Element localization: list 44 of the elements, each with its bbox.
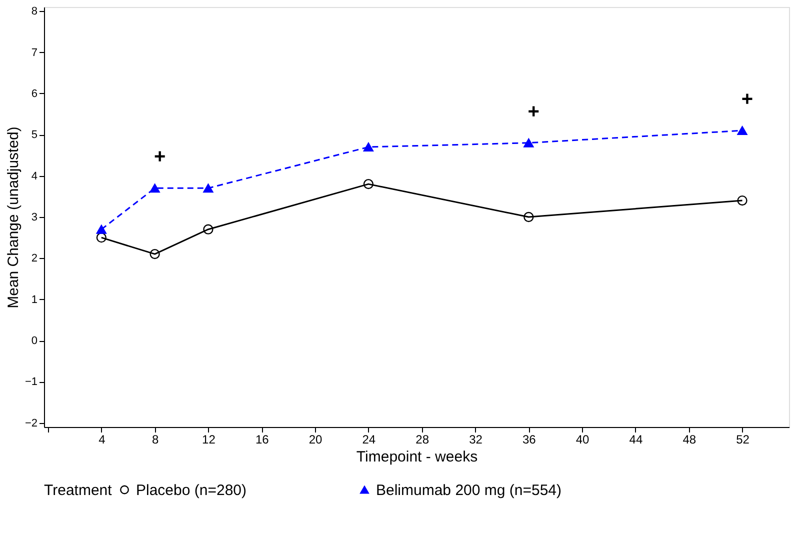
legend-label: Placebo (n=280) [136,482,246,499]
x-tick-label: 48 [682,432,696,446]
point [96,232,106,243]
point [363,178,374,190]
point [737,126,748,135]
x-axis-title: Timepoint - weeks [356,448,478,466]
y-tick-label: 8 [31,6,38,18]
y-tick-label: 1 [31,294,38,306]
x-tick-label: 44 [629,432,643,446]
x-tick-label: 4 [98,432,106,446]
x-tick-label: 8 [152,432,159,446]
annotation: + [154,146,166,168]
x-tick-label: 52 [736,432,750,446]
x-tick-label: 32 [469,432,483,446]
y-tick-label: 5 [31,129,38,142]
point [150,184,160,193]
point [737,195,748,206]
x-tick-label: 16 [255,432,270,446]
x-tick-label: 12 [202,432,216,446]
annotation: + [741,88,754,111]
y-axis-title: Mean Change (unadjusted) [4,126,22,308]
y-tick-label: −1 [24,376,38,388]
point [96,224,106,234]
point [203,184,214,193]
point [524,138,534,148]
y-tick-label: 7 [31,46,38,59]
x-tick-label: 40 [576,432,590,446]
x-tick-label: 20 [308,432,323,446]
point [150,248,160,260]
x-tick-label: 28 [416,432,430,446]
y-tick-label: 4 [31,170,38,182]
y-tick-label: −2 [24,417,38,430]
point [363,142,374,152]
x-tick-label: 24 [362,432,376,446]
y-tick-label: 3 [31,212,38,224]
annotation: + [528,100,540,123]
legend-title: Treatment [44,482,113,499]
y-tick-label: 6 [31,88,38,100]
legend-label: Belimumab 200 mg (n=554) [376,482,562,499]
point [524,212,534,222]
point [203,224,214,234]
x-tick-label: 36 [522,432,536,446]
y-tick-label: 2 [31,252,38,265]
y-tick-label: 0 [31,335,38,348]
